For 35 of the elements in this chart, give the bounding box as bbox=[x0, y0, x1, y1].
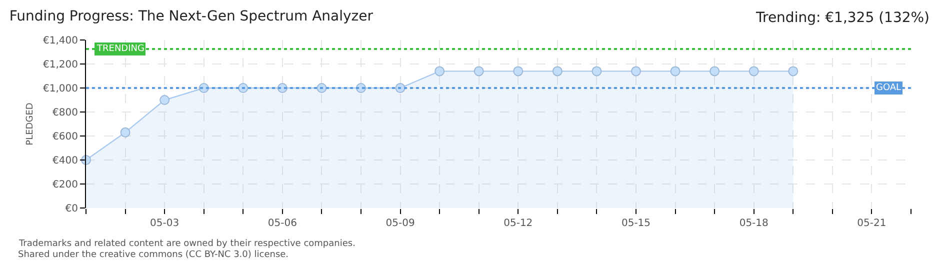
point bbox=[120, 127, 130, 138]
y-tick-label: €1,400 bbox=[43, 36, 78, 46]
point bbox=[631, 66, 641, 76]
x-tick-label: 05-18 bbox=[739, 218, 768, 229]
point bbox=[788, 66, 798, 76]
text: Trademarks and related content are owned by their respective companies. bbox=[18, 239, 356, 249]
point bbox=[670, 66, 680, 76]
point bbox=[434, 66, 445, 76]
point bbox=[474, 66, 484, 76]
y-tick-label: €0 bbox=[65, 204, 78, 214]
x-tick-label: 05-15 bbox=[621, 218, 651, 229]
x-tick-label: 05-12 bbox=[504, 218, 533, 229]
y-tick-label: €600 bbox=[52, 132, 78, 142]
x-tick-label: 05-03 bbox=[150, 218, 180, 229]
y-tick-label: €400 bbox=[52, 156, 78, 166]
point bbox=[552, 66, 562, 76]
text: Shared under the creative commons (CC BY-NC 3.0) license. bbox=[18, 250, 289, 260]
chart-title: Funding Progress: The Next-Gen Spectrum Analyzer bbox=[9, 8, 374, 25]
point bbox=[160, 95, 170, 105]
x-tick-label: 05-06 bbox=[268, 218, 297, 229]
y-axis-title: PLEDGED bbox=[25, 102, 36, 146]
point bbox=[748, 66, 759, 76]
y-tick-label: €200 bbox=[52, 180, 78, 190]
point bbox=[316, 83, 327, 93]
x-tick-label: 05-09 bbox=[386, 218, 415, 229]
point bbox=[710, 66, 720, 76]
ref-line-label: GOAL bbox=[876, 83, 902, 93]
chart-subtitle: Trending: €1,325 (132%) bbox=[755, 10, 930, 26]
x-tick-label: 05-21 bbox=[857, 218, 886, 229]
point bbox=[513, 66, 524, 76]
y-tick-label: €800 bbox=[52, 108, 78, 118]
point bbox=[592, 66, 602, 76]
y-tick-label: €1,200 bbox=[43, 60, 78, 70]
y-tick-label: €1,000 bbox=[43, 84, 78, 94]
ref-line-label: TRENDING bbox=[96, 44, 144, 54]
